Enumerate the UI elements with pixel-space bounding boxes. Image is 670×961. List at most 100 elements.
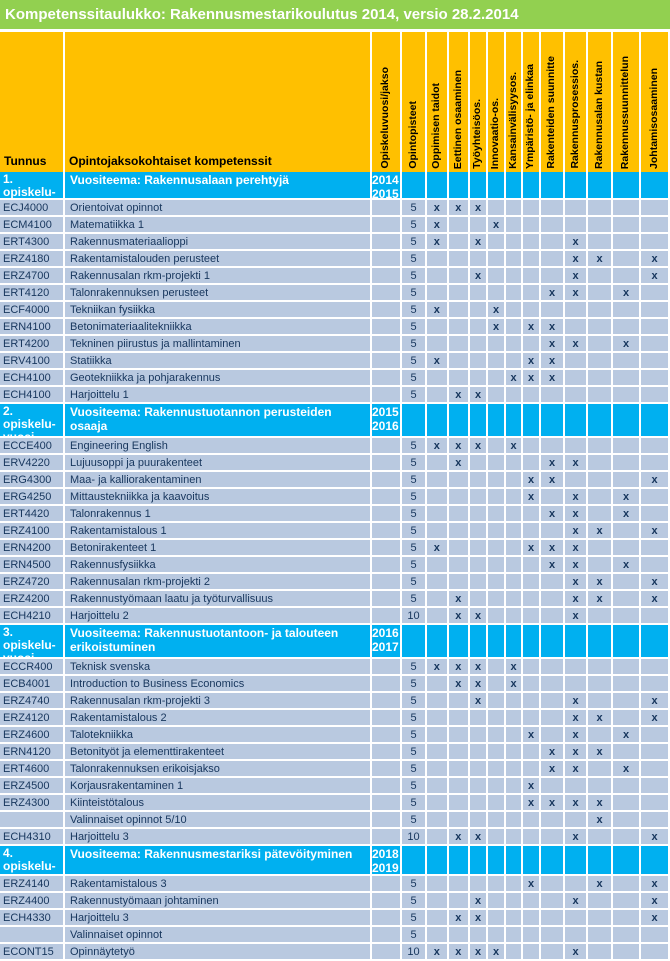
competence-mark-cell bbox=[613, 370, 641, 387]
competence-mark-cell: x bbox=[641, 910, 670, 927]
competence-mark-cell: x bbox=[565, 234, 588, 251]
competence-mark-cell bbox=[448, 319, 470, 336]
competence-mark-cell: x bbox=[427, 944, 449, 961]
competence-mark-cell bbox=[565, 200, 588, 217]
competence-mark-cell bbox=[641, 778, 670, 795]
competence-mark-cell bbox=[470, 472, 488, 489]
column-header: Oppimisen taidot bbox=[427, 32, 449, 172]
competence-mark-cell bbox=[506, 591, 523, 608]
competence-mark-cell bbox=[565, 659, 588, 676]
competence-mark-cell bbox=[448, 893, 470, 910]
competence-mark-cell bbox=[523, 285, 541, 302]
course-name: Rakennustyömaan laatu ja työturvallisuus bbox=[65, 591, 372, 608]
course-year-cell bbox=[372, 829, 402, 846]
competence-mark-cell: x bbox=[470, 676, 488, 693]
competence-mark-cell bbox=[488, 876, 506, 893]
competence-mark-cell bbox=[448, 744, 470, 761]
competence-mark-cell bbox=[523, 812, 541, 829]
competence-mark-cell: x bbox=[541, 285, 565, 302]
competence-mark-cell: x bbox=[565, 693, 588, 710]
course-name: Maa- ja kalliorakentaminen bbox=[65, 472, 372, 489]
section-filler-cell bbox=[588, 625, 613, 659]
credits-cell: 5 bbox=[402, 268, 427, 285]
header-tunnus: Tunnus bbox=[0, 32, 65, 172]
competence-mark-cell bbox=[470, 778, 488, 795]
competence-mark-cell bbox=[613, 353, 641, 370]
course-row: ECONT15 Opinnäytetyö 10 x x x x x bbox=[0, 944, 670, 961]
section-filler-cell bbox=[565, 846, 588, 876]
section-year: 2015 bbox=[372, 187, 399, 200]
competence-mark-cell: x bbox=[565, 489, 588, 506]
competence-mark-cell bbox=[506, 455, 523, 472]
competence-mark-cell bbox=[448, 927, 470, 944]
competence-mark-cell bbox=[448, 472, 470, 489]
credits-cell: 5 bbox=[402, 727, 427, 744]
course-row: Valinnaiset opinnot 5/10 5 x bbox=[0, 812, 670, 829]
column-header: Opintopisteet bbox=[402, 32, 427, 172]
competence-mark-cell: x bbox=[541, 557, 565, 574]
course-code: ERZ4200 bbox=[0, 591, 65, 608]
course-row: ERZ4300 Kiinteistötalous 5 x x x x bbox=[0, 795, 670, 812]
competence-mark-cell bbox=[470, 557, 488, 574]
competence-mark-cell: x bbox=[565, 608, 588, 625]
competence-mark-cell bbox=[427, 251, 449, 268]
competence-mark-cell bbox=[523, 591, 541, 608]
course-code bbox=[0, 812, 65, 829]
section-filler-cell bbox=[588, 404, 613, 438]
competence-mark-cell bbox=[565, 353, 588, 370]
competence-mark-cell bbox=[488, 268, 506, 285]
competence-mark-cell bbox=[448, 268, 470, 285]
competence-mark-cell bbox=[613, 710, 641, 727]
competence-mark-cell: x bbox=[523, 778, 541, 795]
competence-mark-cell bbox=[523, 927, 541, 944]
course-row: ECH4100 Geotekniikka ja pohjarakennus 5 x x x bbox=[0, 370, 670, 387]
section-year: 2014 bbox=[372, 173, 399, 187]
competence-mark-cell bbox=[588, 727, 613, 744]
course-year-cell bbox=[372, 944, 402, 961]
competence-mark-cell bbox=[470, 217, 488, 234]
competence-mark-cell: x bbox=[523, 472, 541, 489]
competence-mark-cell bbox=[506, 268, 523, 285]
competence-mark-cell: x bbox=[565, 523, 588, 540]
competence-mark-cell bbox=[641, 302, 670, 319]
column-header-label: Työyhteisöos. bbox=[472, 99, 484, 169]
course-code: ECCE400 bbox=[0, 438, 65, 455]
competence-mark-cell bbox=[427, 744, 449, 761]
section-filler-cell bbox=[565, 172, 588, 200]
competence-mark-cell bbox=[488, 710, 506, 727]
course-year-cell bbox=[372, 387, 402, 404]
credits-cell: 5 bbox=[402, 676, 427, 693]
competence-mark-cell bbox=[613, 608, 641, 625]
course-year-cell bbox=[372, 489, 402, 506]
competence-mark-cell: x bbox=[448, 944, 470, 961]
competence-mark-cell bbox=[641, 927, 670, 944]
competence-mark-cell bbox=[427, 876, 449, 893]
competence-mark-cell bbox=[427, 910, 449, 927]
section-filler-cell bbox=[506, 625, 523, 659]
competence-mark-cell bbox=[470, 251, 488, 268]
competence-mark-cell: x bbox=[470, 200, 488, 217]
course-year-cell bbox=[372, 353, 402, 370]
competence-mark-cell bbox=[523, 744, 541, 761]
column-header: Eettinen osaaminen bbox=[448, 32, 470, 172]
section-filler-cell bbox=[427, 846, 449, 876]
competence-mark-cell bbox=[613, 387, 641, 404]
competence-mark-cell bbox=[470, 336, 488, 353]
column-header: Kansainvälisyysos. bbox=[506, 32, 523, 172]
course-code: ERT4420 bbox=[0, 506, 65, 523]
course-name: Korjausrakentaminen 1 bbox=[65, 778, 372, 795]
credits-cell: 5 bbox=[402, 659, 427, 676]
competence-mark-cell bbox=[488, 676, 506, 693]
column-header: Rakennusalan kustan bbox=[588, 32, 613, 172]
competence-mark-cell bbox=[470, 812, 488, 829]
competence-mark-cell bbox=[470, 319, 488, 336]
course-code: ERZ4140 bbox=[0, 876, 65, 893]
course-name: Rakennusalan rkm-projekti 3 bbox=[65, 693, 372, 710]
course-code bbox=[0, 927, 65, 944]
competence-mark-cell bbox=[541, 200, 565, 217]
competence-mark-cell bbox=[488, 540, 506, 557]
course-year-cell bbox=[372, 876, 402, 893]
competence-mark-cell bbox=[541, 876, 565, 893]
